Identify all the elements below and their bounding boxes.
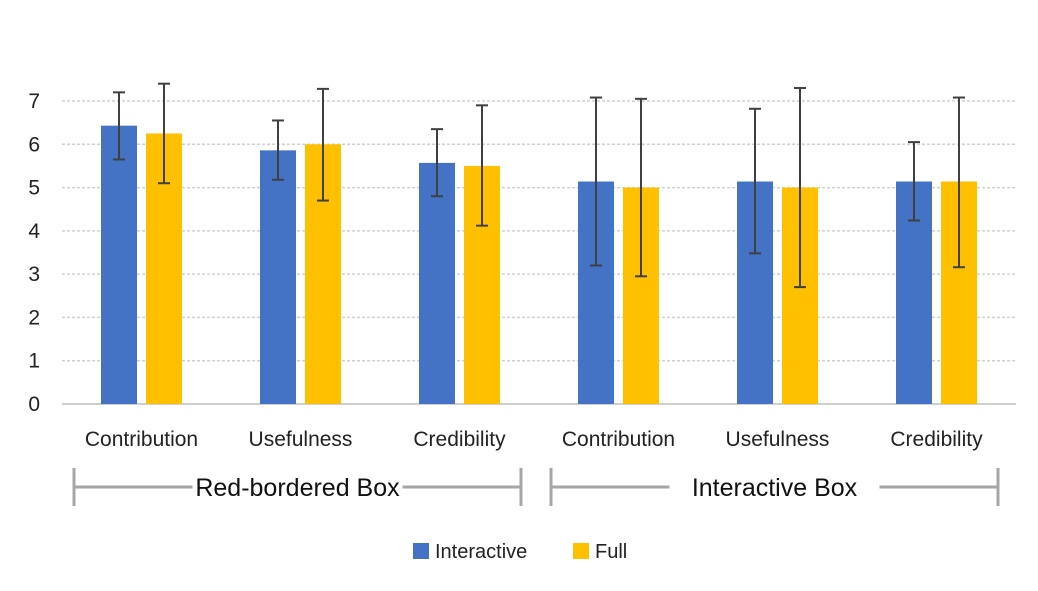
group-label: Red-bordered Box — [195, 474, 400, 502]
bar-interactive-1 — [260, 150, 296, 404]
y-tick-label: 5 — [28, 177, 40, 200]
group-label: Interactive Box — [692, 474, 858, 502]
error-bar-interactive-2 — [431, 128, 443, 198]
bar-interactive-0 — [101, 125, 137, 405]
error-bar-interactive-1 — [272, 119, 284, 181]
group-bracket: Interactive Box — [549, 468, 1000, 506]
group-brackets: Red-bordered Box Interactive Box — [72, 468, 1000, 506]
y-tick-label: 2 — [28, 306, 40, 329]
y-tick-label: 7 — [28, 90, 40, 113]
error-bar-interactive-3 — [590, 96, 602, 267]
y-tick-label: 0 — [28, 393, 40, 416]
x-category-label: Contribution — [562, 428, 675, 451]
legend-item-full: Full — [573, 541, 627, 563]
error-bars — [113, 82, 965, 289]
error-bar-interactive-0 — [113, 91, 125, 161]
error-bar-full-1 — [317, 87, 329, 202]
x-category-label: Usefulness — [249, 428, 353, 451]
legend-swatch — [573, 543, 589, 559]
group-bracket: Red-bordered Box — [72, 468, 523, 506]
error-bar-interactive-5 — [908, 141, 920, 222]
y-tick-label: 1 — [28, 350, 40, 373]
legend: Interactive Full — [413, 541, 627, 563]
legend-label: Full — [595, 541, 627, 563]
gridlines — [62, 100, 1016, 405]
error-bar-interactive-4 — [749, 107, 761, 255]
error-bar-full-0 — [158, 82, 170, 185]
error-bar-full-5 — [953, 96, 965, 269]
category-labels: Contribution Usefulness Credibility Contrib… — [85, 428, 983, 451]
bar-interactive-2 — [419, 162, 455, 404]
y-tick-label: 4 — [28, 220, 40, 243]
legend-item-interactive: Interactive — [413, 541, 527, 563]
error-bar-full-4 — [794, 87, 806, 289]
x-category-label: Usefulness — [726, 428, 830, 451]
legend-swatch — [413, 543, 429, 559]
y-axis-ticks: 0 1 2 3 4 5 6 7 — [28, 90, 40, 416]
y-tick-label: 6 — [28, 133, 40, 156]
error-bar-full-2 — [476, 104, 488, 227]
y-tick-label: 3 — [28, 263, 40, 286]
x-category-label: Credibility — [890, 428, 983, 451]
legend-label: Interactive — [435, 541, 527, 563]
x-category-label: Credibility — [413, 428, 506, 451]
x-category-label: Contribution — [85, 428, 198, 451]
bars — [101, 125, 977, 405]
error-bar-full-3 — [635, 97, 647, 278]
